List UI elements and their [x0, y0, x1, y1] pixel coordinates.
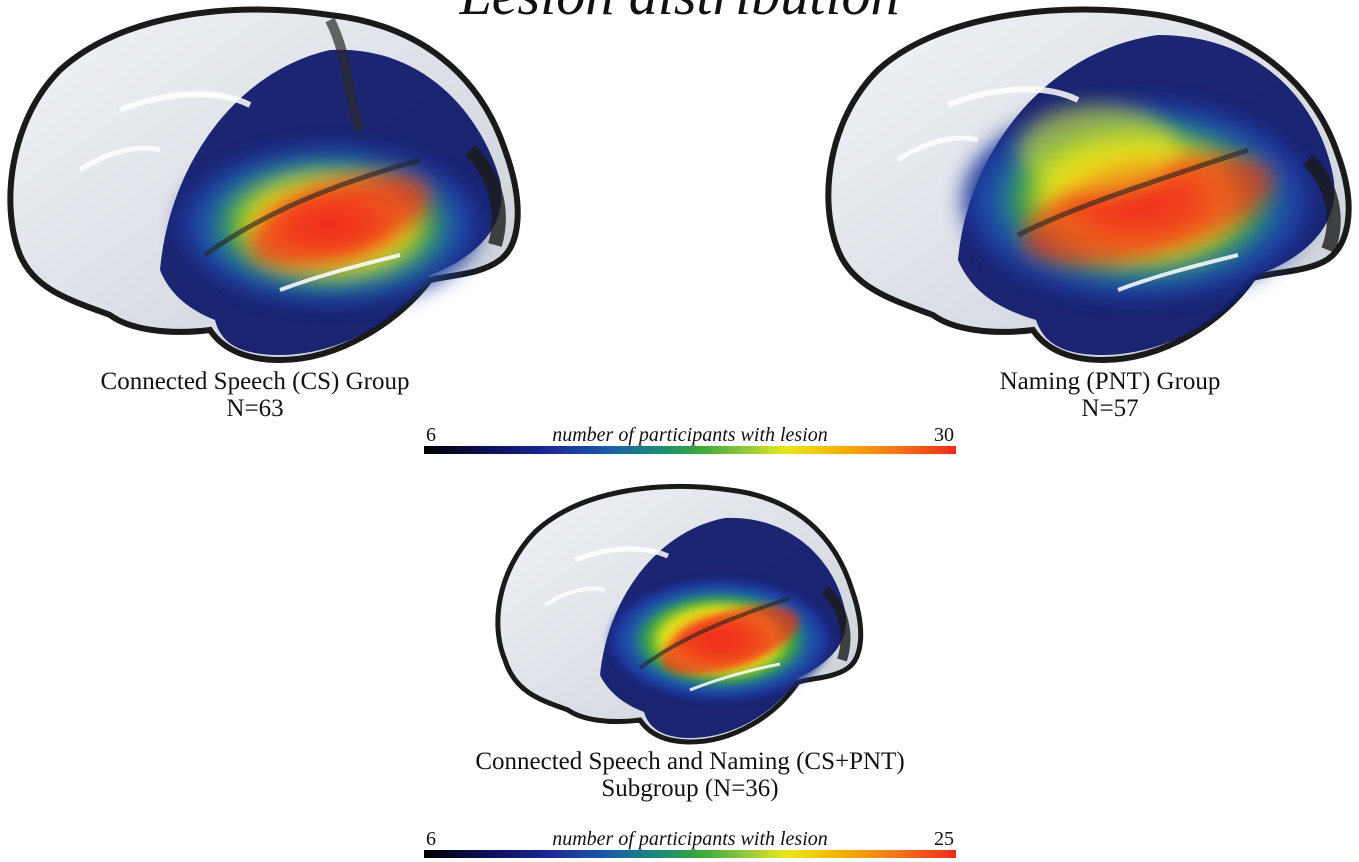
- brain-lateral-view-pnt: [825, 6, 1352, 364]
- colorbar-bottom-title: number of participants with lesion: [552, 828, 828, 850]
- caption-pnt-group-line2: N=57: [1081, 395, 1139, 422]
- colorbar-bottom-max-label: 25: [934, 828, 954, 850]
- caption-cs-group-line2: N=63: [226, 395, 284, 422]
- brain-lateral-view-cs-pnt: [495, 483, 864, 745]
- brain-panel-cs: [0, 0, 530, 370]
- brain-panel-pnt: [818, 0, 1359, 370]
- colorbar-top-gradient: [424, 446, 956, 454]
- caption-cs-group-line1: Connected Speech (CS) Group: [100, 368, 410, 395]
- colorbar-top: 6 number of participants with lesion 30: [424, 424, 956, 456]
- caption-cs-pnt-subgroup: Connected Speech and Naming (CS+PNT) Sub…: [380, 748, 1000, 802]
- caption-pnt-group: Naming (PNT) Group N=57: [900, 368, 1320, 422]
- colorbar-bottom: 6 number of participants with lesion 25: [424, 828, 956, 860]
- colorbar-bottom-min-label: 6: [426, 828, 436, 850]
- caption-cs-group: Connected Speech (CS) Group N=63: [0, 368, 510, 422]
- colorbar-top-min-label: 6: [426, 424, 436, 446]
- colorbar-bottom-gradient: [424, 850, 956, 858]
- brain-lateral-view-cs: [7, 6, 521, 364]
- figure-title: Lesion distribution: [0, 0, 1359, 24]
- caption-pnt-group-line1: Naming (PNT) Group: [999, 368, 1221, 395]
- caption-cs-pnt-subgroup-line1: Connected Speech and Naming (CS+PNT): [475, 748, 905, 775]
- colorbar-top-max-label: 30: [934, 424, 954, 446]
- colorbar-top-title: number of participants with lesion: [552, 424, 828, 446]
- caption-cs-pnt-subgroup-line2: Subgroup (N=36): [601, 775, 779, 802]
- brain-panel-cs-pnt: [490, 480, 870, 750]
